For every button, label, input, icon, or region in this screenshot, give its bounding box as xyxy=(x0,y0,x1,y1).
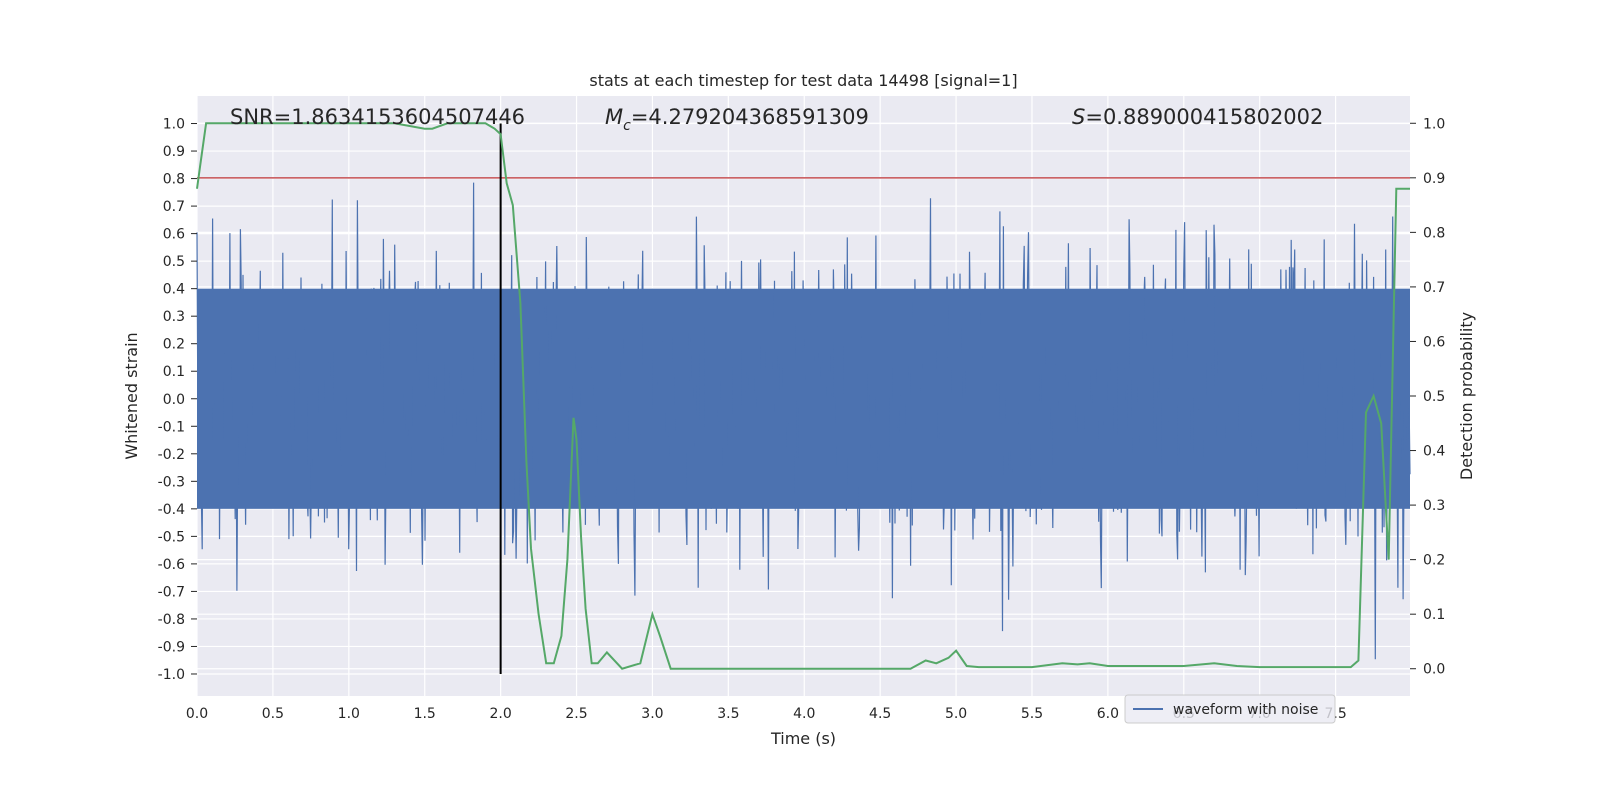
score-value: =0.889000415802002 xyxy=(1085,105,1323,129)
y-tick-label-right: 0.5 xyxy=(1423,389,1445,405)
x-axis-label: Time (s) xyxy=(770,729,836,748)
y-tick-label-left: 0.2 xyxy=(163,337,185,353)
chirp-mass-symbol: M xyxy=(605,105,623,129)
x-tick-label: 4.5 xyxy=(869,706,891,722)
legend-box xyxy=(1124,694,1336,724)
y-tick-label-left: -0.4 xyxy=(158,502,185,518)
x-tick-label: 1.5 xyxy=(414,706,436,722)
y-tick-label-left: 0.4 xyxy=(163,282,185,298)
y-tick-label-right: 0.8 xyxy=(1423,225,1445,241)
y-tick-label-right: 0.3 xyxy=(1423,498,1445,514)
x-tick-label: 5.0 xyxy=(945,706,967,722)
y-axis-label-right: Detection probability xyxy=(1457,312,1476,480)
y-tick-label-left: 0.7 xyxy=(163,199,185,215)
y-tick-label-left: 0.9 xyxy=(163,144,185,160)
y-tick-label-left: -0.3 xyxy=(158,474,185,490)
x-tick-label: 5.5 xyxy=(1021,706,1043,722)
y-tick-label-right: 0.6 xyxy=(1423,334,1445,350)
y-axis-label-left: Whitened strain xyxy=(122,332,141,459)
x-tick-label: 0.0 xyxy=(186,706,208,722)
chart-title: stats at each timestep for test data 144… xyxy=(589,71,1017,90)
y-tick-label-left: -0.7 xyxy=(158,584,185,600)
y-tick-label-right: 0.2 xyxy=(1423,553,1445,569)
chirp-mass-annotation: Mc=4.279204368591309 xyxy=(605,105,869,134)
x-tick-label: 1.0 xyxy=(338,706,360,722)
y-tick-label-right: 0.9 xyxy=(1423,171,1445,187)
y-tick-label-left: 1.0 xyxy=(163,117,185,133)
x-tick-label: 4.0 xyxy=(793,706,815,722)
legend: waveform with noise xyxy=(1124,694,1336,724)
y-tick-label-right: 1.0 xyxy=(1423,116,1445,132)
y-tick-label-left: 0.3 xyxy=(163,309,185,325)
x-tick-label: 2.5 xyxy=(565,706,587,722)
score-symbol: S xyxy=(1072,105,1085,129)
x-tick-label: 6.0 xyxy=(1097,706,1119,722)
y-tick-label-left: -0.5 xyxy=(158,529,185,545)
score-annotation: S=0.889000415802002 xyxy=(1072,105,1323,129)
chirp-mass-subscript: c xyxy=(623,118,631,134)
y-tick-label-left: 0.6 xyxy=(163,227,185,243)
y-tick-label-left: 0.8 xyxy=(163,172,185,188)
x-tick-label: 0.5 xyxy=(262,706,284,722)
y-tick-label-left: 0.0 xyxy=(163,392,185,408)
legend-label-waveform: waveform with noise xyxy=(1173,702,1318,718)
snr-annotation: SNR=1.8634153604507446 xyxy=(230,105,525,129)
y-tick-label-left: -0.8 xyxy=(158,612,185,628)
y-tick-label-right: 0.4 xyxy=(1423,444,1445,460)
waveform-line xyxy=(196,182,1411,660)
y-tick-label-right: 0.7 xyxy=(1423,280,1445,296)
y-tick-label-left: -1.0 xyxy=(158,667,185,683)
y-tick-label-left: -0.1 xyxy=(158,419,185,435)
x-tick-label: 3.5 xyxy=(717,706,739,722)
probability-line xyxy=(196,122,1410,670)
y-tick-label-right: 0.1 xyxy=(1423,607,1445,623)
x-tick-label: 3.0 xyxy=(641,706,663,722)
y-tick-label-right: 0.0 xyxy=(1423,662,1445,678)
y-tick-label-left: 0.5 xyxy=(163,254,185,270)
y-tick-label-left: -0.6 xyxy=(158,557,185,573)
data-layer xyxy=(196,122,1411,674)
y-tick-label-left: 0.1 xyxy=(163,364,185,380)
chirp-mass-value: =4.279204368591309 xyxy=(631,105,869,129)
y-tick-label-left: -0.9 xyxy=(158,639,185,655)
x-tick-label: 2.0 xyxy=(489,706,511,722)
y-tick-label-left: -0.2 xyxy=(158,447,185,463)
